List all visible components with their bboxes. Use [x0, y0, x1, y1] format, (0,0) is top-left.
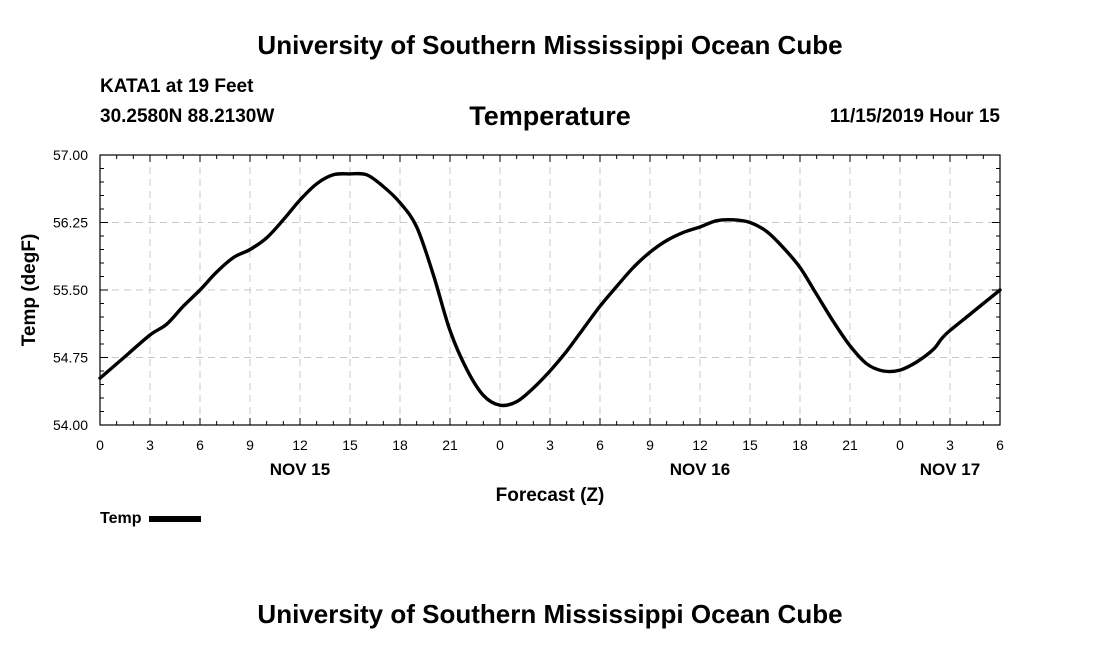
x-tick-label: 21 — [842, 437, 858, 453]
x-tick-label: 18 — [392, 437, 408, 453]
x-tick-label: 15 — [342, 437, 358, 453]
legend-label: Temp — [100, 510, 142, 527]
y-tick-label: 57.00 — [53, 147, 88, 163]
x-tick-label: 0 — [896, 437, 904, 453]
x-tick-label: 0 — [496, 437, 504, 453]
y-tick-label: 55.50 — [53, 282, 88, 298]
x-tick-label: 3 — [146, 437, 154, 453]
x-tick-label: 18 — [792, 437, 808, 453]
x-tick-label: 0 — [96, 437, 104, 453]
legend: Temp — [100, 510, 202, 528]
date-label: NOV 17 — [920, 460, 980, 479]
grid-lines — [100, 155, 1000, 425]
y-axis-title: Temp (degF) — [19, 234, 40, 347]
axis-ticks — [99, 154, 1001, 426]
x-tick-label: 12 — [292, 437, 308, 453]
legend-line-swatch — [149, 516, 202, 522]
x-tick-label: 3 — [546, 437, 554, 453]
y-tick-label: 54.75 — [53, 350, 88, 366]
x-tick-label: 6 — [196, 437, 204, 453]
station-coords: 30.2580N 88.2130W — [100, 106, 275, 127]
x-tick-label: 9 — [646, 437, 654, 453]
date-label: NOV 16 — [670, 460, 730, 479]
x-tick-label: 6 — [596, 437, 604, 453]
x-tick-label: 21 — [442, 437, 458, 453]
y-tick-label: 54.00 — [53, 417, 88, 433]
x-tick-label: 3 — [946, 437, 954, 453]
x-tick-label: 9 — [246, 437, 254, 453]
x-tick-label: 6 — [996, 437, 1004, 453]
x-tick-label: 12 — [692, 437, 708, 453]
banner-top: University of Southern Mississippi Ocean… — [257, 30, 843, 60]
station-name: KATA1 at 19 Feet — [100, 76, 254, 97]
y-tick-label: 56.25 — [53, 215, 88, 231]
x-axis-title: Forecast (Z) — [496, 485, 605, 506]
run-time: 11/15/2019 Hour 15 — [829, 106, 1000, 127]
banner-bottom: University of Southern Mississippi Ocean… — [257, 599, 843, 629]
x-tick-label: 15 — [742, 437, 758, 453]
date-label: NOV 15 — [270, 460, 330, 479]
chart-title: Temperature — [469, 101, 631, 131]
axis-labels: 0 3 6 9 12 15 18 21 0 3 6 9 12 15 18 21 0 3 6 54.00 54.75 55.… — [19, 147, 1004, 506]
temp-series-line — [98, 171, 1002, 408]
